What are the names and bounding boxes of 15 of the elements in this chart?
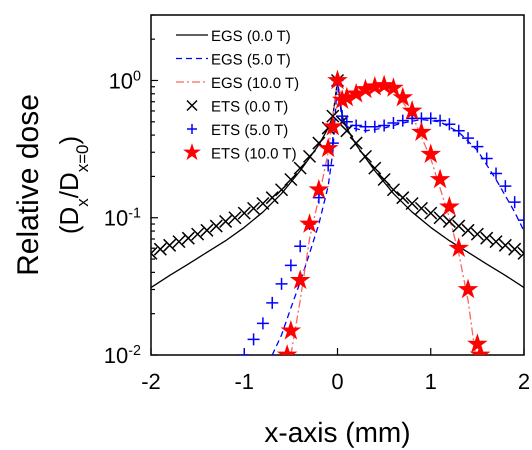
y-tick-label: 10$^{0}$ [108,68,142,94]
x-tick-label: 0 [331,369,344,394]
x-tick-label: -1 [234,369,254,394]
legend-label: EGS (10.0 T) [211,75,300,92]
legend-label: ETS (5.0 T) [211,122,288,139]
x-tick-label: 1 [424,369,437,394]
y-tick-label: 10$^{-1}$ [104,206,142,231]
y-tick-label: 10$^{-2}$ [104,343,142,368]
legend-label: EGS (0.0 T) [211,28,291,45]
x-axis-title: x-axis (mm) [264,417,411,448]
legend-label: ETS (10.0 T) [211,146,297,162]
legend-label: EGS (5.0 T) [211,52,291,68]
legend-label: ETS (0.0 T) [211,98,288,116]
x-tick-label: -2 [141,369,161,394]
x-tick-label: 2 [518,369,530,394]
